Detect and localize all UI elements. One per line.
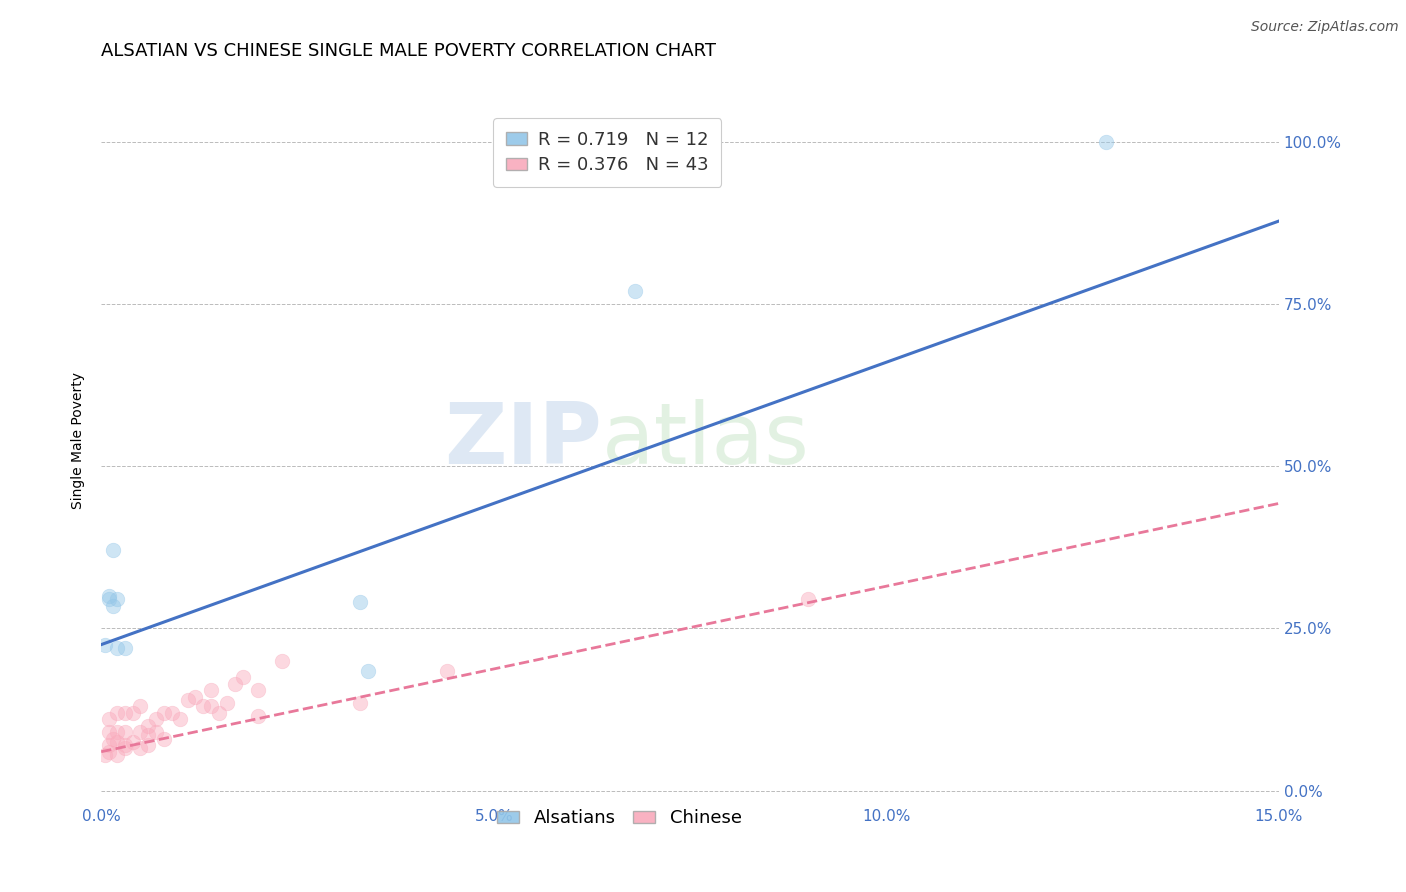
- Point: [105, 735, 128, 749]
- Point: [101, 543, 124, 558]
- Point: [145, 725, 167, 739]
- Point: [98, 712, 121, 726]
- Point: [101, 731, 124, 746]
- Point: [160, 706, 183, 720]
- Point: [215, 696, 238, 710]
- Point: [624, 284, 647, 298]
- Legend: Alsatians, Chinese: Alsatians, Chinese: [491, 802, 749, 835]
- Point: [169, 712, 191, 726]
- Point: [114, 741, 136, 756]
- Point: [153, 731, 176, 746]
- Point: [129, 741, 152, 756]
- Point: [176, 693, 198, 707]
- Point: [200, 699, 222, 714]
- Point: [136, 719, 159, 733]
- Point: [114, 725, 136, 739]
- Point: [105, 725, 128, 739]
- Point: [98, 745, 121, 759]
- Point: [105, 592, 128, 607]
- Point: [114, 738, 136, 752]
- Point: [184, 690, 207, 704]
- Point: [232, 670, 254, 684]
- Point: [247, 683, 270, 698]
- Text: ALSATIAN VS CHINESE SINGLE MALE POVERTY CORRELATION CHART: ALSATIAN VS CHINESE SINGLE MALE POVERTY …: [101, 42, 716, 60]
- Point: [98, 725, 121, 739]
- Point: [136, 729, 159, 743]
- Point: [436, 664, 458, 678]
- Point: [98, 592, 121, 607]
- Text: ZIP: ZIP: [444, 399, 602, 482]
- Point: [270, 654, 292, 668]
- Point: [105, 706, 128, 720]
- Point: [101, 599, 124, 613]
- Point: [94, 747, 117, 762]
- Point: [114, 706, 136, 720]
- Point: [145, 712, 167, 726]
- Point: [349, 595, 371, 609]
- Point: [200, 683, 222, 698]
- Point: [193, 699, 215, 714]
- Point: [208, 706, 231, 720]
- Point: [224, 676, 246, 690]
- Point: [136, 738, 159, 752]
- Point: [797, 592, 820, 607]
- Point: [357, 664, 380, 678]
- Point: [1095, 135, 1118, 149]
- Point: [247, 709, 270, 723]
- Point: [129, 699, 152, 714]
- Point: [121, 706, 143, 720]
- Point: [98, 589, 121, 603]
- Text: Source: ZipAtlas.com: Source: ZipAtlas.com: [1251, 20, 1399, 34]
- Point: [121, 735, 143, 749]
- Point: [98, 738, 121, 752]
- Point: [105, 640, 128, 655]
- Point: [129, 725, 152, 739]
- Y-axis label: Single Male Poverty: Single Male Poverty: [72, 372, 86, 508]
- Text: atlas: atlas: [602, 399, 810, 482]
- Point: [94, 638, 117, 652]
- Point: [153, 706, 176, 720]
- Point: [105, 747, 128, 762]
- Point: [349, 696, 371, 710]
- Point: [114, 640, 136, 655]
